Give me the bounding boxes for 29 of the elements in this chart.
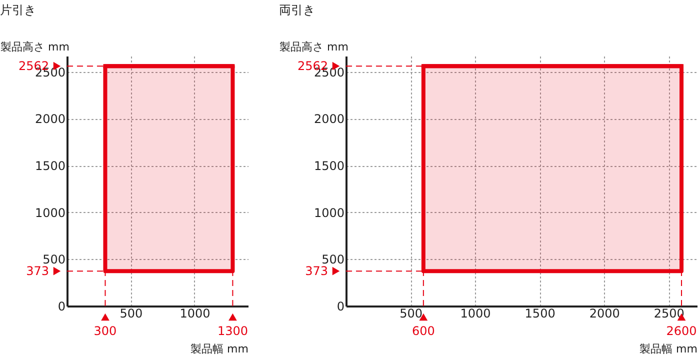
ref-line-label: 373 [26, 264, 49, 278]
x-tick-label: 1000 [180, 306, 210, 320]
y-tick-label: 1500 [314, 159, 344, 174]
y-axis-title: 製品高さ mm [0, 40, 70, 54]
y-tick-label: 2000 [314, 112, 344, 126]
x-axis-title: 製品幅 mm [640, 342, 698, 356]
y-axis-title: 製品高さ mm [280, 40, 348, 54]
chart-title: 両引き [279, 3, 315, 17]
x-axis-title: 製品幅 mm [190, 342, 248, 356]
ref-line-label: 2600 [666, 324, 697, 338]
y-tick-label: 2000 [34, 112, 66, 126]
y-tick-label: 500 [42, 252, 66, 267]
y-tick-label: 1500 [34, 159, 66, 174]
ref-line-label: 1300 [217, 324, 248, 338]
chart-title: 片引き [0, 3, 36, 17]
y-tick-label: 500 [322, 252, 344, 267]
y-tick-label: 0 [58, 300, 66, 314]
x-tick-label: 1500 [524, 306, 556, 320]
x-tick-label: 2000 [589, 306, 620, 320]
x-tick-label: 500 [120, 306, 143, 320]
y-tick-label: 1000 [314, 206, 344, 220]
ref-line-label: 600 [412, 324, 435, 338]
ref-line-label: 373 [305, 264, 328, 278]
y-tick-label: 0 [336, 300, 344, 314]
y-tick-label: 1000 [34, 206, 66, 220]
x-tick-label: 2500 [654, 306, 684, 320]
x-tick-label: 500 [400, 306, 422, 320]
ref-line-label: 300 [94, 324, 117, 338]
x-tick-label: 1000 [460, 306, 491, 320]
